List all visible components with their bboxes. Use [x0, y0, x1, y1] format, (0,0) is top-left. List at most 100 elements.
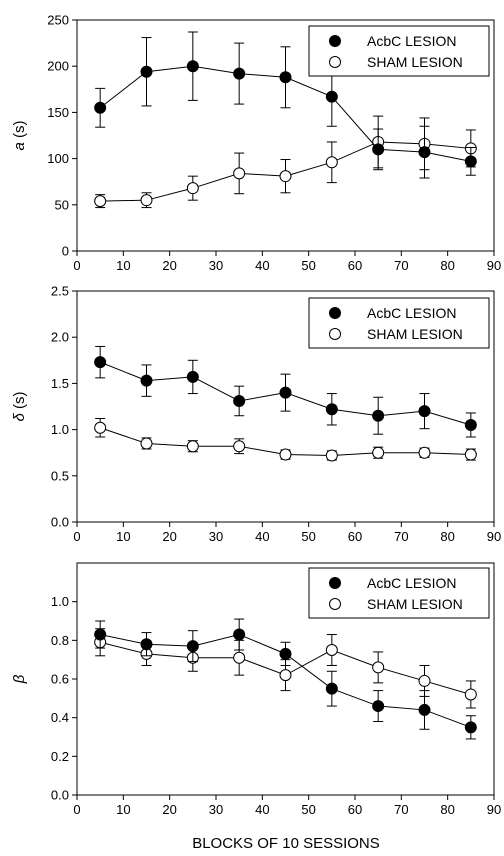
data-point-open — [464, 688, 477, 701]
legend-box — [308, 567, 490, 619]
legend-label: SHAM LESION — [367, 326, 463, 342]
x-tick-label: 0 — [73, 802, 80, 817]
x-tick-label: 20 — [162, 802, 176, 817]
legend-marker — [329, 56, 341, 68]
x-tick-label: 60 — [348, 802, 362, 817]
data-point-open — [372, 446, 385, 459]
data-point-filled — [140, 638, 153, 651]
y-axis-title-variable: δ — [11, 413, 28, 422]
y-tick-label: 0.5 — [51, 468, 69, 483]
x-tick-label: 10 — [116, 529, 130, 544]
x-tick-label: 50 — [301, 802, 315, 817]
panel-delta: 0 10 20 30 40 50 60 70 80 90 0.0 0.5 1.0 1.5 2.0 2.5 δ (… — [11, 284, 501, 545]
x-tick-label: 30 — [209, 258, 223, 273]
data-point-open — [233, 167, 246, 180]
data-point-filled — [186, 60, 199, 73]
data-point-filled — [464, 418, 477, 431]
y-axis-title: β — [11, 674, 28, 684]
data-point-filled — [140, 65, 153, 78]
y-tick-label: 0.2 — [51, 749, 69, 764]
data-point-filled — [140, 374, 153, 387]
y-tick-label: 2.0 — [51, 330, 69, 345]
data-point-filled — [418, 146, 431, 159]
data-point-filled — [372, 409, 385, 422]
panel-beta: 0 10 20 30 40 50 60 70 80 90 0.0 0.2 0.4 0.6 0.8 1.0 β Ac… — [11, 562, 501, 817]
data-point-open — [325, 156, 338, 169]
data-point-filled — [94, 101, 107, 114]
data-point-filled — [325, 682, 338, 695]
data-point-filled — [325, 403, 338, 416]
y-tick-label: 2.5 — [51, 284, 69, 299]
legend-marker — [329, 328, 341, 340]
legend-box — [308, 297, 490, 349]
y-axis-title-variable: a — [11, 142, 28, 150]
data-point-filled — [186, 640, 199, 653]
data-point-filled — [464, 155, 477, 168]
data-point-filled — [233, 394, 246, 407]
x-tick-label: 10 — [116, 802, 130, 817]
x-tick-label: 30 — [209, 802, 223, 817]
legend-label: SHAM LESION — [367, 54, 463, 70]
y-tick-label: 0 — [62, 244, 69, 259]
y-tick-label: 150 — [47, 105, 69, 120]
x-tick-label: 70 — [394, 529, 408, 544]
x-axis-title: BLOCKS OF 10 SESSIONS — [192, 835, 380, 852]
data-point-open — [279, 448, 292, 461]
data-point-open — [279, 669, 292, 682]
x-tick-label: 50 — [301, 258, 315, 273]
y-axis-title-unit: (s) — [11, 391, 28, 413]
data-point-open — [140, 437, 153, 450]
legend-label: AcbC LESION — [367, 575, 456, 591]
x-tick-label: 40 — [255, 802, 269, 817]
legend-label: SHAM LESION — [367, 596, 463, 612]
y-tick-label: 100 — [47, 151, 69, 166]
data-point-open — [279, 170, 292, 183]
data-point-open — [372, 661, 385, 674]
data-point-open — [94, 421, 107, 434]
y-axis-title-unit: (s) — [11, 120, 28, 142]
data-point-filled — [279, 647, 292, 660]
y-tick-label: 1.0 — [51, 422, 69, 437]
legend-box — [308, 25, 490, 77]
y-tick-label: 50 — [55, 197, 69, 212]
x-tick-label: 10 — [116, 258, 130, 273]
y-axis-title: a (s) — [11, 120, 28, 150]
data-point-open — [94, 195, 107, 208]
data-point-open — [233, 440, 246, 453]
data-point-open — [325, 644, 338, 656]
data-point-filled — [94, 356, 107, 369]
legend-label: AcbC LESION — [367, 305, 456, 321]
data-point-filled — [418, 405, 431, 418]
data-point-filled — [233, 67, 246, 80]
y-tick-label: 0.0 — [51, 515, 69, 530]
y-tick-label: 0.6 — [51, 672, 69, 687]
y-tick-label: 250 — [47, 13, 69, 28]
x-tick-label: 80 — [440, 529, 454, 544]
data-point-filled — [279, 71, 292, 84]
data-point-filled — [279, 386, 292, 399]
data-point-filled — [372, 700, 385, 713]
y-axis-title: δ (s) — [11, 391, 28, 421]
x-tick-label: 30 — [209, 529, 223, 544]
data-point-open — [464, 448, 477, 461]
data-point-open — [186, 440, 199, 453]
data-point-filled — [94, 628, 107, 641]
y-tick-label: 0.8 — [51, 633, 69, 648]
x-tick-label: 90 — [487, 258, 501, 273]
legend-label: AcbC LESION — [367, 33, 456, 49]
x-tick-label: 0 — [73, 529, 80, 544]
y-tick-label: 0.0 — [51, 788, 69, 803]
panel-a: 0 10 20 30 40 50 60 70 80 90 0 50 100 150 200 250 a (s) A… — [11, 13, 501, 274]
y-tick-label: 200 — [47, 59, 69, 74]
x-tick-label: 40 — [255, 529, 269, 544]
data-point-filled — [464, 721, 477, 734]
data-point-open — [325, 449, 338, 462]
y-tick-label: 1.5 — [51, 376, 69, 391]
data-point-filled — [372, 143, 385, 156]
data-point-open — [140, 194, 153, 207]
x-tick-label: 40 — [255, 258, 269, 273]
x-tick-label: 20 — [162, 258, 176, 273]
plot-frame — [76, 290, 495, 523]
legend-marker — [329, 35, 341, 47]
